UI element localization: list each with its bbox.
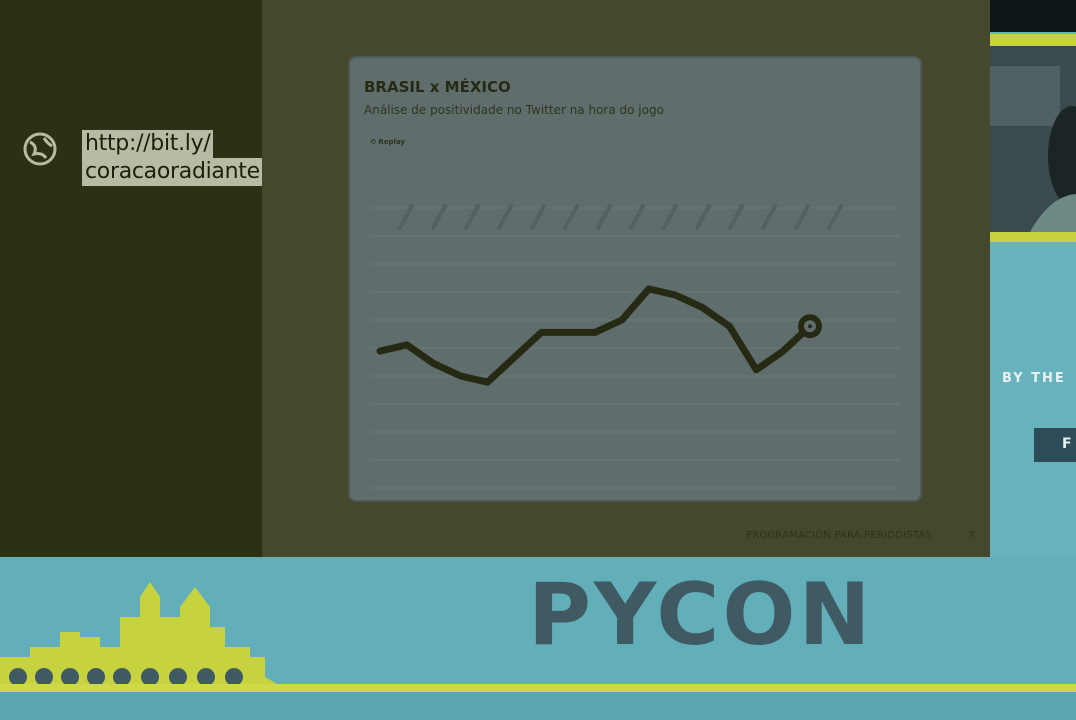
data-point bbox=[646, 286, 651, 291]
chart-title: BRASIL x MÉXICO bbox=[364, 78, 511, 96]
data-point bbox=[485, 380, 490, 385]
replay-label: Replay bbox=[378, 138, 405, 146]
link-line-1[interactable]: http://bit.ly/ bbox=[82, 130, 214, 158]
link-text[interactable]: http://bit.ly/ coracaoradiante bbox=[82, 130, 263, 186]
watermark-stroke bbox=[596, 204, 612, 230]
speaker-video bbox=[990, 46, 1076, 232]
slide-area: BRASIL x MÉXICO Análise de positividade … bbox=[262, 0, 990, 557]
watermark-stroke bbox=[662, 204, 678, 230]
watermark-stroke bbox=[530, 204, 546, 230]
watermark-stroke bbox=[728, 204, 744, 230]
link-line-2[interactable]: coracaoradiante bbox=[82, 158, 263, 186]
chart-grid bbox=[370, 207, 900, 489]
slide-footer: PROGRAMACIÓN PARA PERIODISTAS bbox=[746, 530, 932, 541]
watermark-stroke bbox=[794, 204, 810, 230]
data-point bbox=[727, 324, 732, 329]
banner-wave-stripe bbox=[0, 692, 1076, 720]
data-point bbox=[566, 330, 571, 335]
chart-watermark-strokes bbox=[398, 204, 843, 230]
data-point bbox=[619, 318, 624, 322]
line-chart bbox=[370, 204, 900, 489]
chart-subtitle: Análise de positividade no Twitter na ho… bbox=[364, 103, 664, 117]
watermark-stroke bbox=[563, 204, 579, 230]
speaker-silhouette bbox=[990, 46, 1076, 232]
watermark-stroke bbox=[761, 204, 777, 230]
data-point bbox=[431, 361, 436, 366]
left-panel: http://bit.ly/ coracaoradiante bbox=[0, 0, 263, 557]
watermark-stroke bbox=[827, 204, 843, 230]
data-point bbox=[808, 324, 812, 329]
watermark-stroke bbox=[629, 204, 645, 230]
watermark-stroke bbox=[398, 204, 414, 230]
data-point bbox=[781, 349, 786, 354]
city-skyline-logo bbox=[0, 582, 300, 697]
data-point bbox=[512, 355, 517, 360]
data-point bbox=[673, 293, 678, 298]
right-top-bar bbox=[990, 0, 1076, 32]
globe-icon bbox=[23, 132, 57, 166]
ribbon-letter: F bbox=[1062, 436, 1072, 452]
chart-card: BRASIL x MÉXICO Análise de positividade … bbox=[350, 58, 920, 500]
watermark-stroke bbox=[431, 204, 447, 230]
data-point bbox=[539, 330, 544, 335]
replay-icon: ⟲ bbox=[370, 138, 376, 146]
right-strip: BY THE F bbox=[990, 0, 1076, 557]
data-point bbox=[458, 374, 463, 378]
watermark-stroke bbox=[695, 204, 711, 230]
data-point bbox=[593, 330, 597, 335]
data-point bbox=[754, 367, 759, 372]
slide-page-number: 7 bbox=[968, 530, 975, 541]
watermark-stroke bbox=[464, 204, 480, 230]
right-yellow-stripe-bottom bbox=[990, 232, 1076, 242]
ribbon-shape bbox=[1034, 428, 1076, 462]
bottom-banner: PYCON bbox=[0, 557, 1076, 720]
watermark-stroke bbox=[497, 204, 513, 230]
banner-yellow-stripe bbox=[0, 684, 1076, 692]
replay-button[interactable]: ⟲ Replay bbox=[370, 138, 405, 146]
pycon-title: PYCON bbox=[528, 565, 874, 665]
series-line bbox=[376, 285, 814, 386]
data-point bbox=[404, 342, 409, 347]
data-point bbox=[700, 305, 705, 310]
right-yellow-stripe-top bbox=[990, 34, 1076, 46]
by-the-text: BY THE bbox=[1002, 371, 1066, 386]
data-point bbox=[378, 349, 382, 354]
